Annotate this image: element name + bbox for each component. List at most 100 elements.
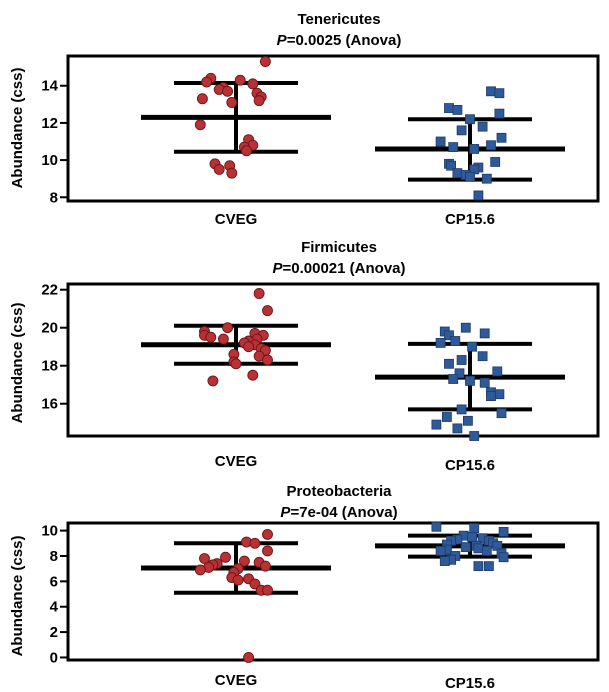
data-point-circle [249, 537, 261, 549]
x-tick-label: CVEG [215, 672, 258, 689]
p-value: =7e-04 (Anova) [290, 504, 397, 521]
x-tick-label: CVEG [215, 453, 258, 470]
y-tick-label: 4 [50, 599, 59, 616]
data-point-square [486, 86, 496, 97]
p-symbol: P [280, 504, 291, 521]
data-point-square [494, 88, 505, 99]
y-tick-label: 16 [41, 396, 58, 413]
data-point-circle [226, 167, 238, 179]
data-point-square [479, 328, 490, 339]
y-axis-label: Abundance (css) [9, 303, 26, 424]
p-value: =0.00021 (Anova) [283, 260, 406, 277]
data-point-circle [262, 545, 273, 557]
data-point-square [473, 561, 484, 572]
data-point-circle [232, 574, 244, 586]
data-points [194, 521, 509, 663]
data-point-circle [222, 85, 234, 97]
y-tick-label: 14 [41, 78, 58, 95]
x-tick-label: CP15.6 [445, 457, 495, 474]
data-point-square [456, 404, 467, 415]
data-point-square [460, 542, 471, 553]
data-point-circle [217, 333, 229, 345]
data-point-square [473, 190, 484, 201]
data-point-square [431, 521, 442, 532]
data-point-circle [201, 76, 213, 88]
data-point-circle [259, 56, 271, 68]
data-point-square [460, 322, 471, 333]
data-point-circle [194, 564, 206, 576]
plot-frame [66, 521, 600, 662]
data-point-square [473, 543, 484, 554]
data-point-square [479, 377, 490, 388]
data-point-circle [247, 78, 259, 90]
panel-title: Firmicutes [301, 239, 377, 256]
data-point-circle [196, 93, 208, 105]
data-point-circle [213, 163, 225, 175]
data-point-square [469, 523, 480, 533]
data-point-circle [262, 305, 273, 317]
data-point-circle [262, 584, 273, 596]
data-point-square [465, 114, 475, 125]
panel-subtitle: P=7e-04 (Anova) [280, 504, 397, 521]
y-tick-label: 18 [41, 358, 58, 375]
y-tick-label: 20 [41, 320, 58, 337]
y-ticks: 16 18 20 22 [41, 282, 68, 413]
data-point-square [448, 142, 459, 152]
panel-subtitle: P=0.0025 (Anova) [277, 32, 402, 49]
data-point-circle [199, 553, 210, 564]
data-point-square [469, 144, 480, 154]
data-point-square [492, 366, 503, 377]
data-point-square [467, 341, 478, 352]
data-point-square [456, 125, 467, 136]
data-point-square [454, 368, 465, 379]
data-point-circle [234, 74, 246, 86]
data-point-square [441, 412, 452, 422]
data-point-square [481, 173, 492, 184]
data-point-circle [243, 341, 255, 353]
data-point-square [462, 415, 473, 426]
data-point-circle [262, 528, 273, 540]
data-point-square [448, 374, 459, 384]
data-point-circle [222, 322, 234, 334]
data-point-circle [194, 119, 206, 131]
data-point-circle [243, 652, 255, 663]
y-tick-label: 0 [50, 649, 58, 666]
x-tick-label: CVEG [215, 211, 258, 228]
data-point-circle [205, 331, 217, 343]
data-point-square [467, 532, 478, 542]
y-tick-label: 6 [50, 573, 58, 590]
data-point-square [452, 423, 463, 434]
data-point-square [496, 408, 507, 419]
data-point-circle [238, 555, 250, 567]
data-point-square [469, 431, 480, 441]
plot-frame [66, 282, 600, 438]
data-points [194, 56, 507, 201]
data-point-square [435, 337, 446, 348]
y-tick-label: 22 [41, 282, 58, 299]
plot-frame [66, 54, 600, 203]
data-point-square [452, 105, 463, 115]
y-tick-label: 8 [50, 548, 58, 565]
data-point-square [481, 546, 492, 556]
y-axis-label: Abundance (css) [9, 536, 26, 657]
panel-title: Proteobacteria [286, 483, 392, 500]
data-point-square [444, 358, 454, 369]
panel-proteobacteria: Proteobacteria P=7e-04 (Anova) Abundance… [9, 483, 600, 692]
y-tick-label: 12 [41, 115, 58, 132]
data-point-square [498, 552, 509, 563]
data-point-circle [241, 145, 252, 157]
data-point-square [496, 132, 507, 143]
p-value: =0.0025 (Anova) [287, 32, 402, 49]
y-tick-label: 10 [41, 152, 58, 169]
data-point-circle [253, 288, 265, 299]
data-point-circle [226, 97, 238, 108]
data-point-square [435, 546, 446, 556]
data-point-square [494, 389, 505, 400]
data-point-square [483, 561, 494, 572]
data-point-circle [230, 358, 242, 370]
data-point-square [446, 160, 457, 171]
y-ticks: 0 2 4 6 8 10 [41, 523, 68, 666]
data-point-square [465, 171, 475, 182]
data-point-square [465, 375, 475, 386]
data-point-square [494, 108, 505, 119]
